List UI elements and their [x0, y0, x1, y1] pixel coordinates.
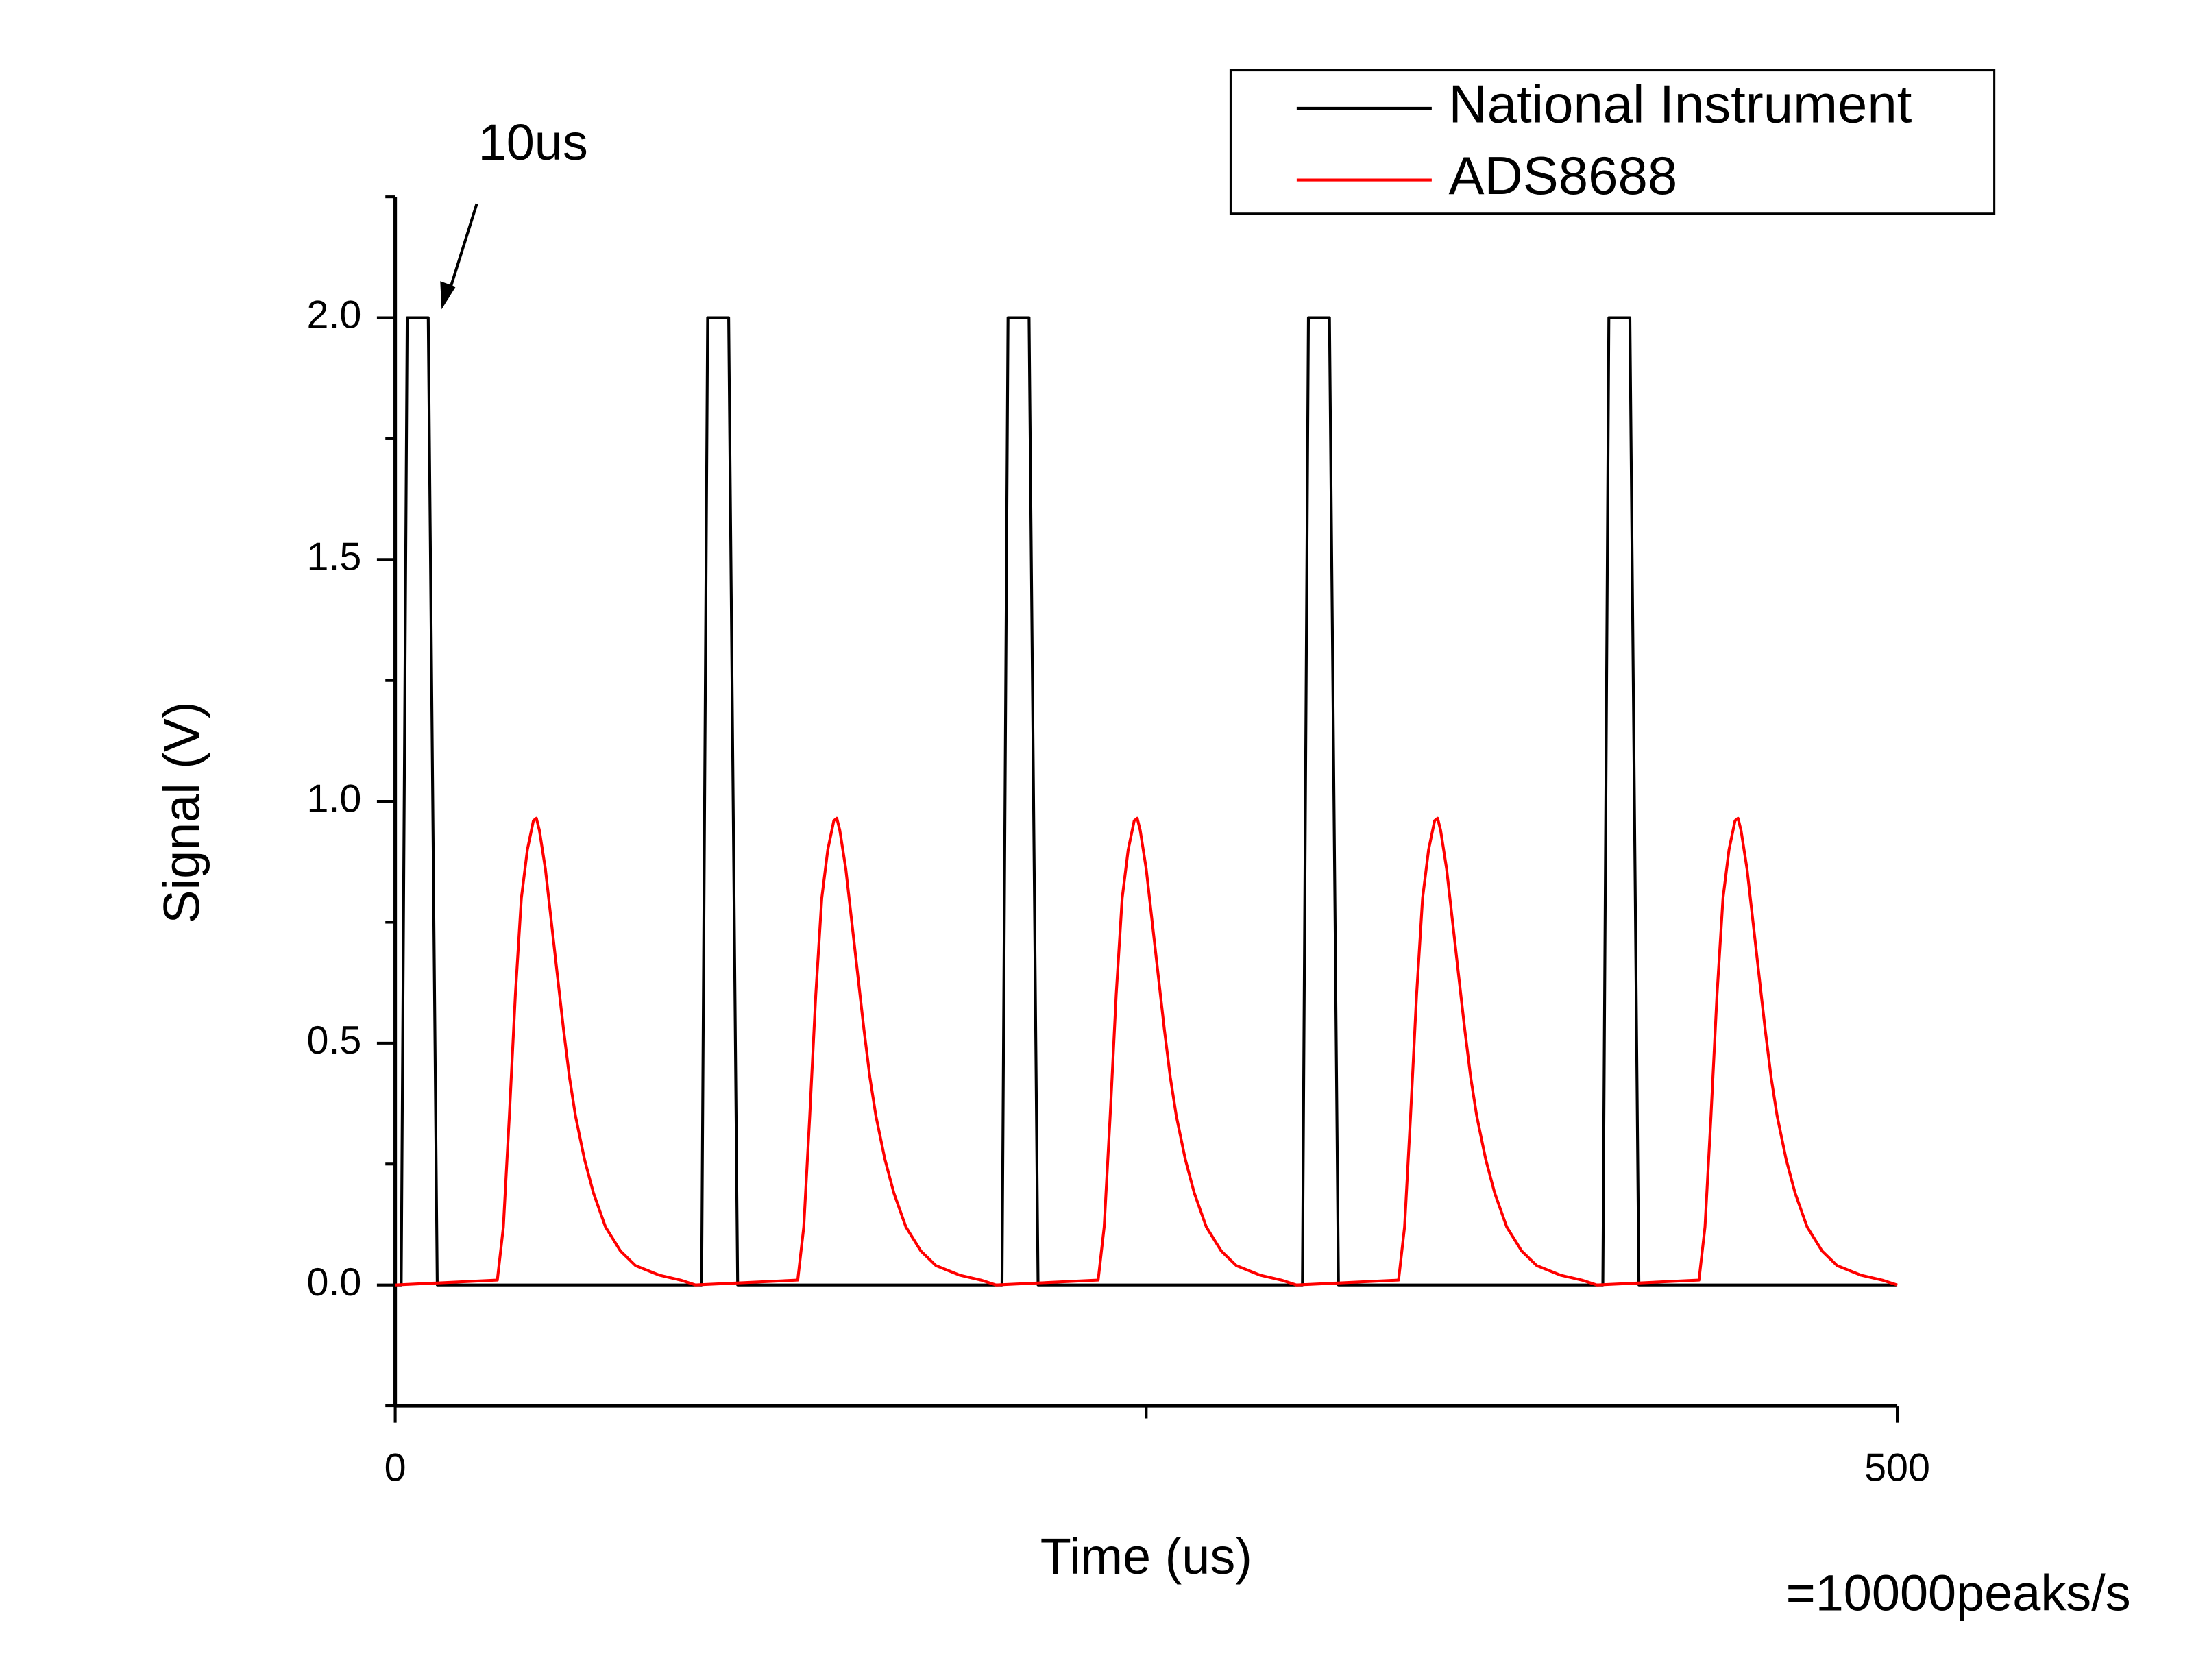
y-tick-label: 0.5 [306, 1019, 361, 1062]
y-tick-label: 2.0 [306, 293, 361, 337]
y-tick-label: 0.0 [306, 1261, 361, 1304]
series-line [395, 816, 1898, 1287]
annotation-arrowhead [440, 281, 456, 310]
y-tick-label: 1.0 [306, 777, 361, 820]
x-tick-label: 500 [1864, 1446, 1930, 1490]
legend-box [1229, 69, 1996, 215]
y-axis-title: Signal (V) [153, 701, 210, 923]
legend-label: National Instrument [1448, 74, 1912, 134]
legend-label: ADS8688 [1448, 145, 1677, 206]
annotation: =10000peaks/s [1786, 1565, 2131, 1622]
series-line [395, 316, 1898, 1287]
annotation-arrow [446, 203, 478, 299]
x-axis-title: Time (us) [1040, 1528, 1252, 1585]
plot-area [395, 316, 1898, 1287]
legend: National Instrument ADS8688 [1296, 74, 1912, 206]
x-tick-label: 0 [385, 1446, 406, 1490]
annotation: 10us [478, 114, 588, 171]
y-tick-label: 1.5 [306, 535, 361, 579]
